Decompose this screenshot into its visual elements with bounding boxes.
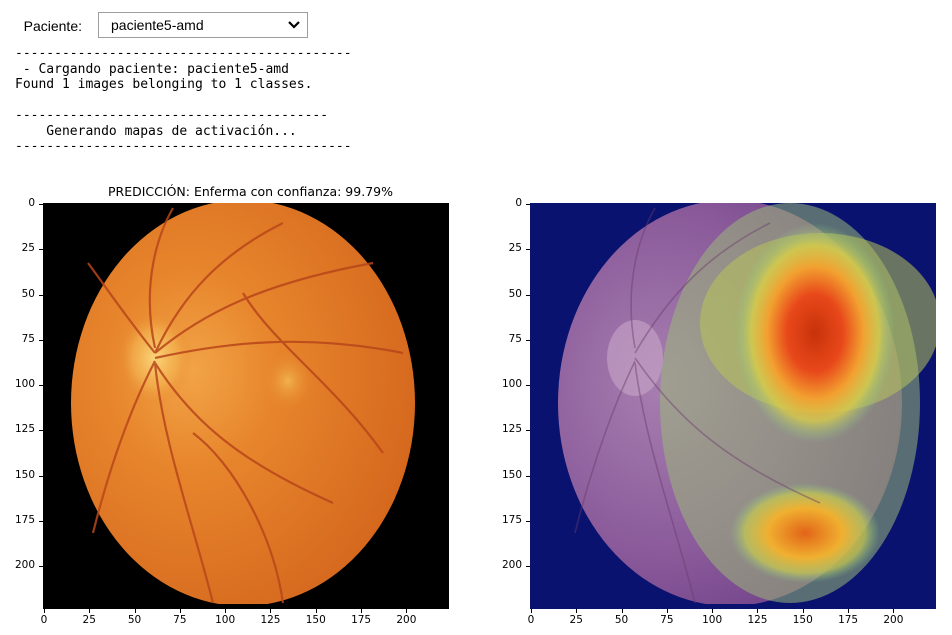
left-x-tick-mark — [179, 609, 181, 613]
left-y-tick-label: 150 — [14, 468, 35, 481]
left-y-tick-label: 100 — [14, 378, 35, 391]
chevron-down-icon — [281, 12, 307, 38]
left-y-tick-mark — [39, 203, 43, 205]
left-x-tick-label: 75 — [173, 614, 187, 626]
right-x-tick-label: 175 — [838, 614, 859, 626]
right-x-tick-label: 50 — [614, 614, 629, 626]
right-x-tick-mark — [848, 609, 850, 613]
console-line: - Cargando paciente: paciente5-amd — [15, 61, 289, 77]
left-y-tick-mark — [39, 430, 43, 432]
left-x-tick-label: 125 — [260, 614, 281, 626]
right-x-tick-label: 200 — [883, 614, 904, 626]
left-y-tick-label: 25 — [21, 242, 35, 255]
console-line: ----------------------------------------… — [15, 139, 352, 154]
left-x-tick-label: 175 — [351, 614, 372, 626]
console-line: Found 1 images belonging to 1 classes. — [15, 77, 313, 92]
left-x-tick-label: 200 — [396, 614, 417, 626]
left-x-tick-mark — [270, 609, 272, 613]
left-x-tick-mark — [134, 609, 136, 613]
right-y-tick-label: 125 — [501, 423, 522, 436]
left-x-tick-mark — [315, 609, 317, 613]
right-y-tick-label: 150 — [501, 468, 522, 481]
left-y-tick-label: 125 — [14, 423, 35, 436]
right-y-tick-mark — [526, 475, 530, 477]
left-y-tick-label: 50 — [21, 287, 35, 300]
fundus-image — [43, 203, 449, 609]
right-y-tick-mark — [526, 203, 530, 205]
right-x-tick-mark — [757, 609, 759, 613]
right-x-tick-mark — [712, 609, 714, 613]
right-x-tick-mark — [802, 609, 804, 613]
patient-selector: Paciente: — [0, 12, 90, 40]
left-x-tick-mark — [43, 609, 45, 613]
right-y-tick-mark — [526, 294, 530, 296]
left-y-tick-mark — [39, 566, 43, 568]
left-y-tick-label: 0 — [28, 196, 35, 209]
left-x-tick-label: 100 — [215, 614, 236, 626]
console-line: Generando mapas de activación... — [15, 123, 297, 139]
right-x-tick-label: 0 — [527, 614, 535, 626]
right-y-tick-mark — [526, 385, 530, 387]
right-y-tick-label: 175 — [501, 514, 522, 527]
patient-label: Paciente: — [23, 18, 82, 34]
prediction-title: PREDICCIÓN: Enferma con confianza: 99.79… — [108, 184, 393, 199]
right-y-tick-mark — [526, 566, 530, 568]
right-y-tick-mark — [526, 339, 530, 341]
left-y-tick-mark — [39, 294, 43, 296]
right-x-tick-label: 75 — [660, 614, 674, 626]
left-y-tick-mark — [39, 249, 43, 251]
left-x-tick-label: 50 — [127, 614, 142, 626]
left-y-tick-mark — [39, 475, 43, 477]
right-x-tick-mark — [666, 609, 668, 613]
patient-dropdown[interactable]: paciente5-amd — [98, 12, 308, 38]
left-x-tick-mark — [225, 609, 227, 613]
right-y-tick-mark — [526, 430, 530, 432]
left-y-tick-mark — [39, 339, 43, 341]
patient-dropdown-value: paciente5-amd — [111, 17, 204, 33]
left-x-tick-label: 25 — [82, 614, 96, 626]
right-x-tick-mark — [621, 609, 623, 613]
left-x-tick-mark — [361, 609, 363, 613]
left-y-tick-label: 200 — [14, 559, 35, 572]
right-y-tick-label: 25 — [508, 242, 522, 255]
right-x-tick-label: 25 — [569, 614, 583, 626]
right-y-tick-label: 200 — [501, 559, 522, 572]
left-y-tick-label: 175 — [14, 514, 35, 527]
right-y-tick-mark — [526, 521, 530, 523]
left-x-tick-mark — [406, 609, 408, 613]
right-x-tick-mark — [893, 609, 895, 613]
right-y-tick-label: 100 — [501, 378, 522, 391]
right-y-tick-label: 75 — [508, 332, 522, 345]
left-x-tick-label: 150 — [305, 614, 326, 626]
right-y-tick-label: 0 — [515, 196, 522, 209]
right-y-tick-label: 50 — [508, 287, 522, 300]
right-x-tick-mark — [576, 609, 578, 613]
activation-heatmap — [530, 203, 936, 609]
left-y-tick-mark — [39, 521, 43, 523]
right-x-tick-label: 125 — [747, 614, 768, 626]
right-y-tick-mark — [526, 249, 530, 251]
left-y-tick-mark — [39, 385, 43, 387]
console-line: ----------------------------------------… — [15, 46, 352, 61]
right-x-tick-label: 150 — [792, 614, 813, 626]
console-output: ----------------------------------------… — [15, 46, 352, 155]
left-x-tick-label: 0 — [40, 614, 48, 626]
right-x-tick-label: 100 — [702, 614, 723, 626]
left-x-tick-mark — [89, 609, 91, 613]
right-x-tick-mark — [530, 609, 532, 613]
console-line: ---------------------------------------- — [15, 108, 329, 123]
left-y-tick-label: 75 — [21, 332, 35, 345]
